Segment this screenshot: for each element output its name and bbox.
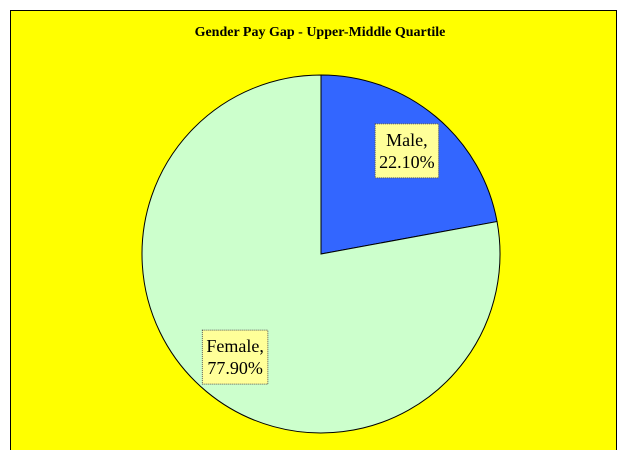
label-category: Female, [206,336,263,356]
label-box [374,123,440,179]
label-value: 22.10% [379,152,435,172]
label-category: Male, [386,130,427,150]
label-box [201,329,269,385]
chart-title: Gender Pay Gap - Upper-Middle Quartile [195,25,446,40]
pie [141,74,501,434]
label-value: 77.90% [207,358,263,378]
data-label: Male,22.10% [374,123,440,179]
data-label: Female,77.90% [201,329,269,385]
data-labels: Male,22.10% Female,77.90% [201,123,440,385]
